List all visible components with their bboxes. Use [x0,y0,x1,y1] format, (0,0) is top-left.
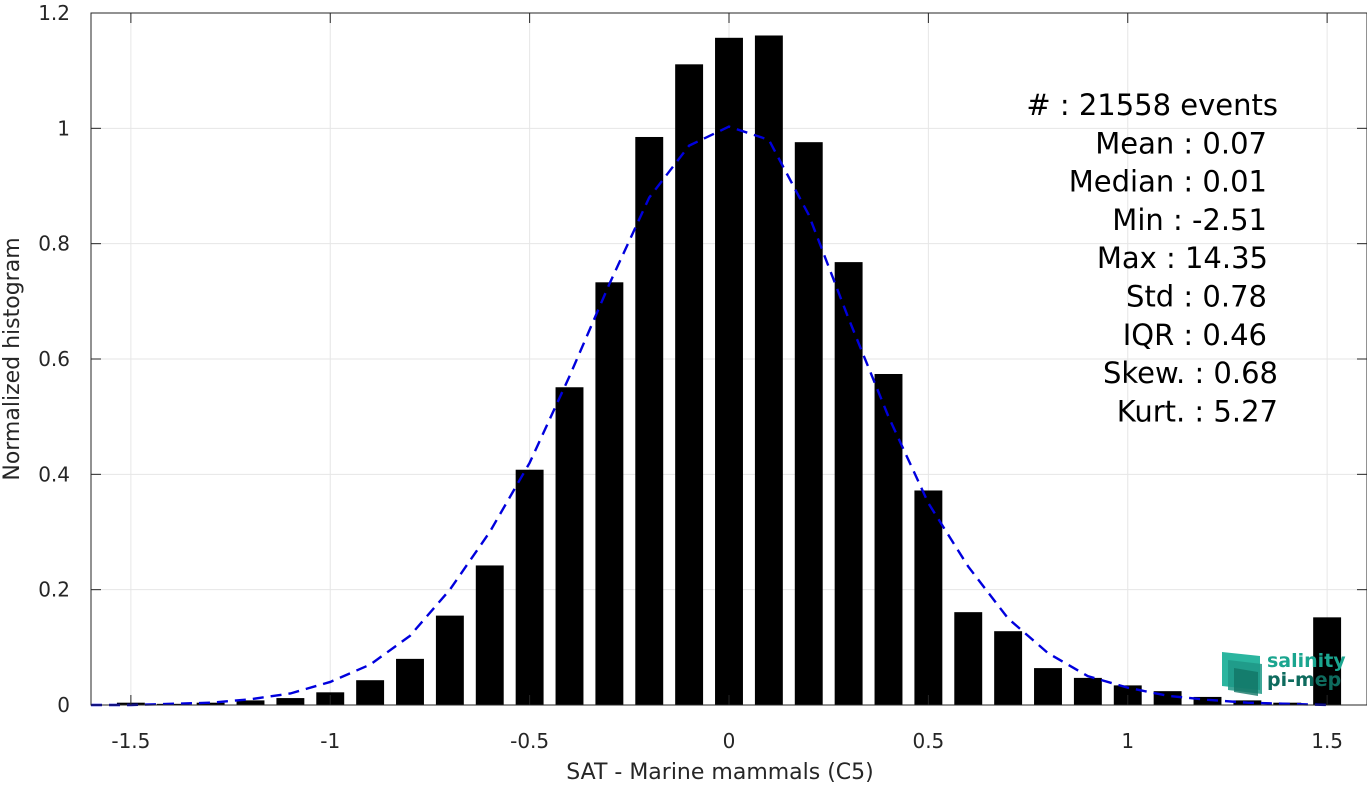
histogram-bar [555,387,584,705]
histogram-bar [715,37,743,705]
statistics-box: # : 21558 events Mean : 0.07 Median : 0.01… [1026,88,1278,428]
x-tick-label: 0.5 [912,729,944,753]
y-axis-label: Normalized histogram [0,237,25,480]
x-tick-label: 1 [1121,729,1134,753]
histogram-bar [914,490,943,705]
stat-line: Min : -2.51 [1112,203,1267,237]
histogram-bar [954,612,983,705]
histogram-bar [1073,677,1102,705]
stat-line: Mean : 0.07 [1095,126,1267,160]
salinity-pi-mep-logo: salinity pi-mep [1222,650,1346,696]
y-tick-label: 0.2 [38,578,70,602]
wave-logo-icon [1222,652,1262,696]
gaussian-fit [91,125,1328,707]
x-tick-label: 0 [723,729,736,753]
histogram-bar [635,136,664,705]
histogram-bar [356,680,385,705]
histogram-bar [515,469,544,705]
y-tick-label: 0 [57,693,70,717]
histogram-bar [435,615,464,705]
stat-line: # : 21558 events [1026,88,1278,122]
x-tick-label: -1 [320,729,340,753]
histogram-bar [236,700,265,705]
logo-text-salinity: salinity [1267,650,1346,672]
x-tick-label: -0.5 [510,729,549,753]
y-tick-label: 1.2 [38,1,70,25]
gaussian-fit-line [91,125,1328,707]
histogram-bar [675,64,704,705]
stat-line: Kurt. : 5.27 [1117,394,1278,428]
stat-line: Skew. : 0.68 [1103,356,1278,390]
y-tick-label: 1 [57,116,70,140]
y-tick-label: 0.6 [38,347,70,371]
y-tick-labels: 0 0.2 0.4 0.6 0.8 1 1.2 [38,1,70,717]
x-axis-label: SAT - Marine mammals (C5) [566,760,874,785]
histogram-bar [794,142,823,705]
stat-line: IQR : 0.46 [1123,318,1267,352]
histogram-bar [196,702,225,705]
histogram-bar [475,565,504,705]
stat-line: Median : 0.01 [1069,165,1267,199]
y-tick-label: 0.4 [38,462,70,486]
x-tick-label: -1.5 [111,729,150,753]
axes-frame [90,12,1367,706]
logo-text-pi-mep: pi-mep [1267,669,1341,691]
stat-line: Std : 0.78 [1126,280,1267,314]
histogram-bar [754,35,783,706]
histogram-bar [834,262,863,705]
histogram-bar [994,631,1023,705]
histogram-bar [396,658,424,705]
histogram-bar [276,698,305,705]
histogram-bar [595,282,624,705]
y-tick-label: 0.8 [38,232,70,256]
histogram-bar [1313,617,1342,705]
stat-line: Max : 14.35 [1097,241,1268,275]
x-tick-labels: -1.5 -1 -0.5 0 0.5 1 1.5 [111,729,1343,753]
histogram-bar [874,373,903,705]
x-tick-label: 1.5 [1311,729,1343,753]
histogram-bar [1034,668,1062,705]
